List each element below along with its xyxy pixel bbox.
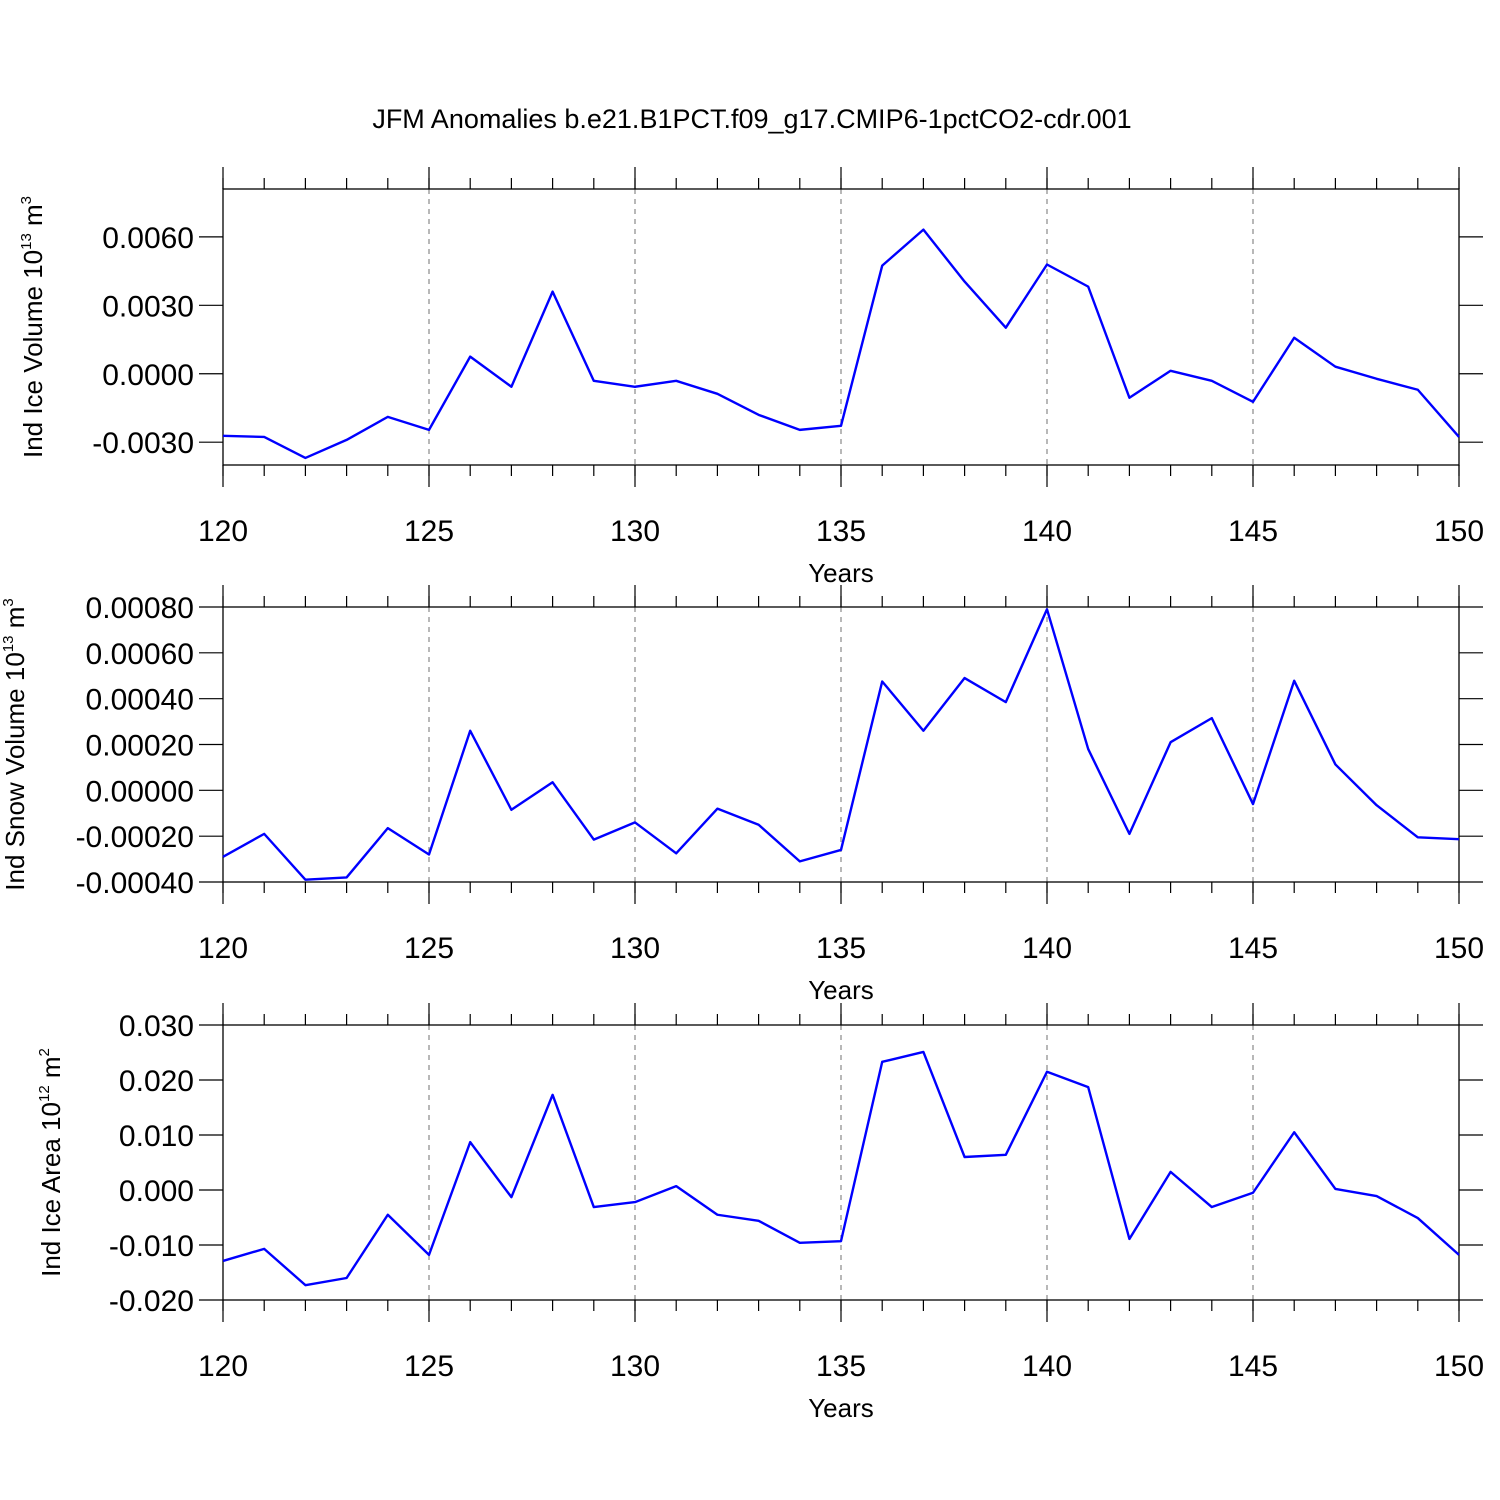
y-tick-label: 0.00040 <box>86 684 194 717</box>
x-tick-label: 130 <box>610 515 660 548</box>
x-tick-label: 125 <box>404 932 454 965</box>
y-axis-label-superscript: 3 <box>0 598 17 606</box>
y-tick-label: -0.020 <box>109 1285 194 1318</box>
y-axis-label-part: m <box>0 607 30 636</box>
data-line <box>222 608 1460 881</box>
x-tick-label: 140 <box>1022 1350 1072 1383</box>
x-tick-label: 140 <box>1022 515 1072 548</box>
data-line <box>222 228 1460 460</box>
y-tick-label: 0.00060 <box>86 638 194 671</box>
y-tick-label: 0.0000 <box>102 359 194 392</box>
y-tick-label: 0.00000 <box>86 775 194 808</box>
y-tick-label: -0.010 <box>109 1230 194 1263</box>
y-tick-label: 0.010 <box>119 1120 194 1153</box>
y-tick-label: 0.030 <box>119 1010 194 1043</box>
x-tick-label: 145 <box>1228 1350 1278 1383</box>
x-tick-label: 120 <box>198 515 248 548</box>
data-line <box>222 1050 1460 1287</box>
y-axis-label: Ind Ice Area 1012 m2 <box>36 1048 66 1277</box>
y-tick-label: 0.00020 <box>86 730 194 763</box>
x-tick-label: 135 <box>816 932 866 965</box>
y-axis-label-superscript: 3 <box>18 196 35 204</box>
y-axis-label: Ind Ice Volume 1013 m3 <box>18 196 48 458</box>
figure-title: JFM Anomalies b.e21.B1PCT.f09_g17.CMIP6-… <box>372 104 1131 134</box>
x-tick-label: 140 <box>1022 932 1072 965</box>
y-axis-label-superscript: 13 <box>18 233 35 250</box>
x-tick-label: 135 <box>816 1350 866 1383</box>
y-axis-label: Ind Snow Volume 1013 m3 <box>0 598 30 890</box>
x-tick-label: 120 <box>198 1350 248 1383</box>
y-tick-label: 0.020 <box>119 1065 194 1098</box>
y-axis-label-superscript: 13 <box>0 636 17 653</box>
y-tick-label: 0.0030 <box>102 290 194 323</box>
y-axis-label-part: Ind Ice Volume 10 <box>18 250 48 458</box>
y-tick-label: 0.000 <box>119 1175 194 1208</box>
x-tick-label: 145 <box>1228 932 1278 965</box>
x-axis-label: Years <box>808 975 874 1005</box>
y-tick-label: -0.00020 <box>76 821 194 854</box>
y-tick-label: -0.0030 <box>92 427 194 460</box>
y-axis-label-superscript: 12 <box>36 1085 53 1102</box>
y-tick-label: 0.00080 <box>86 592 194 625</box>
x-tick-label: 150 <box>1434 1350 1484 1383</box>
x-tick-label: 135 <box>816 515 866 548</box>
x-tick-label: 125 <box>404 515 454 548</box>
y-axis-label-part: Ind Snow Volume 10 <box>0 652 30 891</box>
x-tick-label: 125 <box>404 1350 454 1383</box>
x-axis-label: Years <box>808 558 874 588</box>
x-tick-label: 150 <box>1434 932 1484 965</box>
x-axis-label: Years <box>808 1393 874 1423</box>
y-axis-label-part: m <box>36 1056 66 1085</box>
y-axis-label-part: Ind Ice Area 10 <box>36 1102 66 1277</box>
y-axis-label-part: m <box>18 204 48 233</box>
y-axis-label-superscript: 2 <box>36 1048 53 1056</box>
x-tick-label: 150 <box>1434 515 1484 548</box>
y-tick-label: 0.0060 <box>102 222 194 255</box>
x-tick-label: 130 <box>610 1350 660 1383</box>
x-tick-label: 130 <box>610 932 660 965</box>
x-tick-label: 145 <box>1228 515 1278 548</box>
x-tick-label: 120 <box>198 932 248 965</box>
y-tick-label: -0.00040 <box>76 867 194 900</box>
